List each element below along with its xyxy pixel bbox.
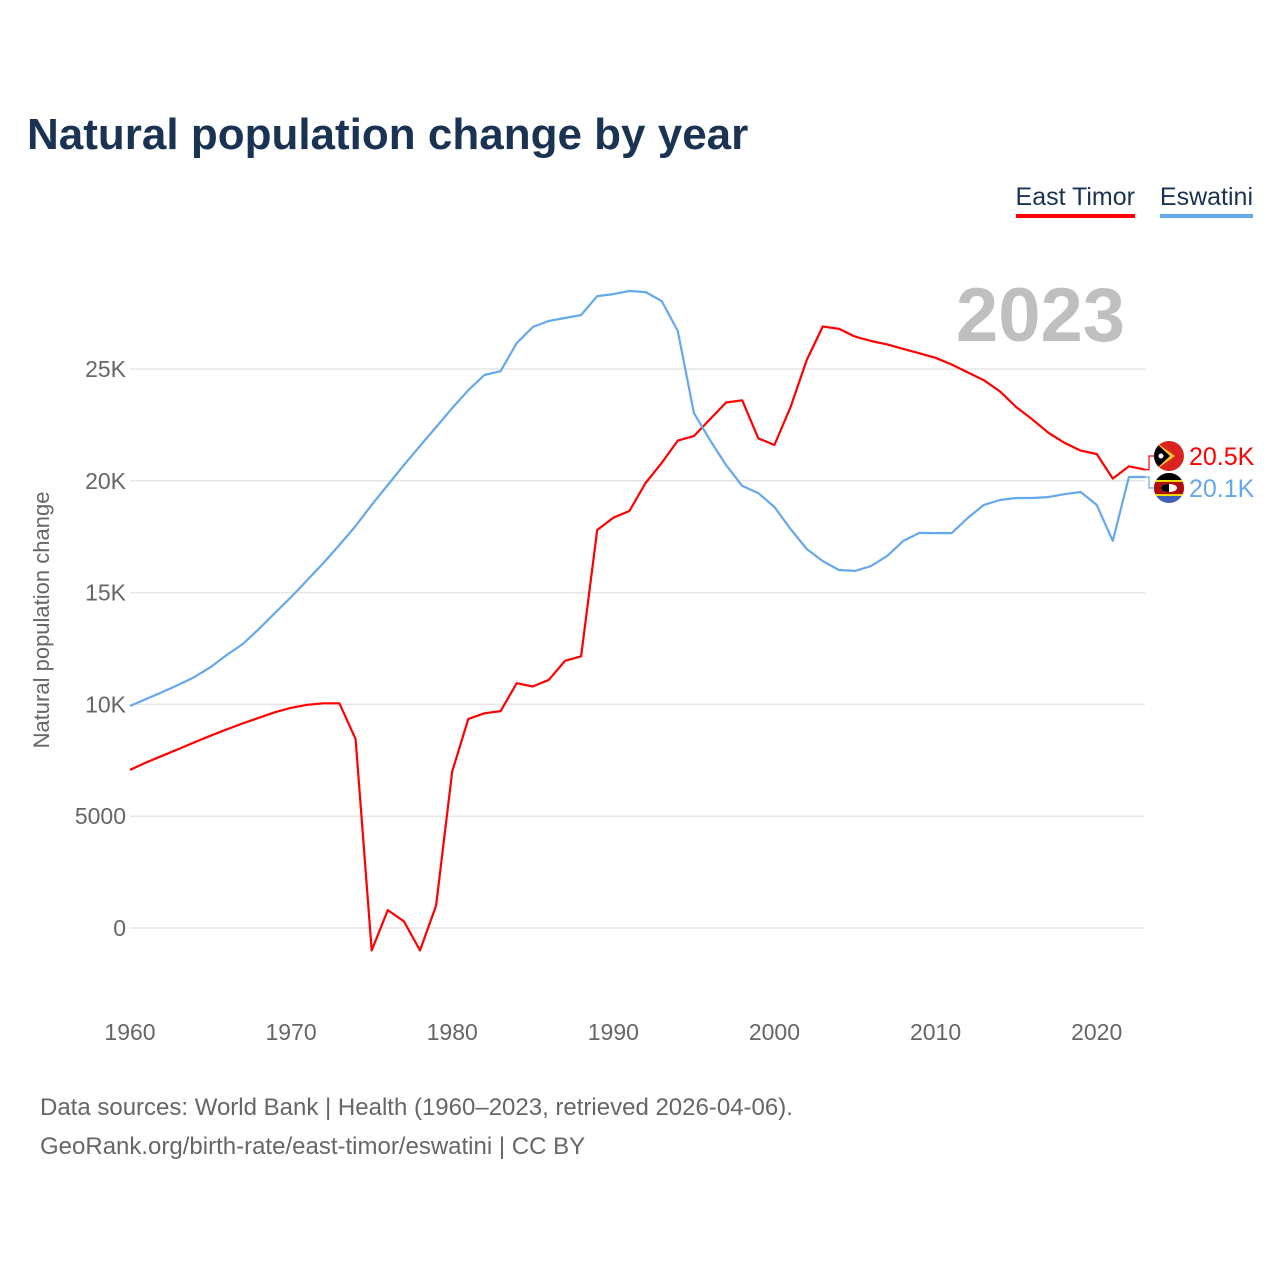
x-tick-label: 2000 [749,1019,800,1045]
source-note: Data sources: World Bank | Health (1960–… [40,1088,793,1166]
end-value-label: 20.1K [1189,475,1255,503]
flag-body [1154,441,1184,471]
chart-title: Natural population change by year [27,110,749,159]
flag-shield-dark [1161,484,1169,492]
y-tick-label: 25K [85,356,127,382]
y-tick-label: 15K [85,580,127,606]
leader-line [1145,455,1155,471]
series-line-eswatini [129,289,1145,708]
x-tick-label: 1960 [104,1019,155,1045]
flag-body [1154,473,1184,503]
y-tick-label: 0 [113,915,126,941]
end-value-label: 20.5K [1189,443,1255,471]
leader-line [1145,476,1155,489]
x-tick-label: 2010 [910,1019,961,1045]
year-watermark: 2023 [955,273,1125,358]
legend-eswatini[interactable]: Eswatini [1159,183,1253,218]
eswatini-flag-icon [1154,473,1184,503]
series-line-east-timor [129,325,1146,952]
flag-top [1154,473,1184,480]
x-tick-label: 1980 [427,1019,478,1045]
source-line-1: Data sources: World Bank | Health (1960–… [40,1094,793,1121]
x-tick-label: 1990 [588,1019,639,1045]
flag-star [1158,453,1164,459]
y-tick-label: 10K [85,691,127,717]
y-tick-label: 5000 [75,803,126,829]
source-line-2[interactable]: GeoRank.org/birth-rate/east-timor/eswati… [40,1133,586,1160]
x-tick-label: 1970 [266,1019,317,1045]
legend-east-timor[interactable]: East Timor [1015,183,1135,218]
east-timor-flag-icon [1154,441,1184,471]
x-tick-label: 2020 [1071,1019,1122,1045]
y-tick-label: 20K [85,468,127,494]
